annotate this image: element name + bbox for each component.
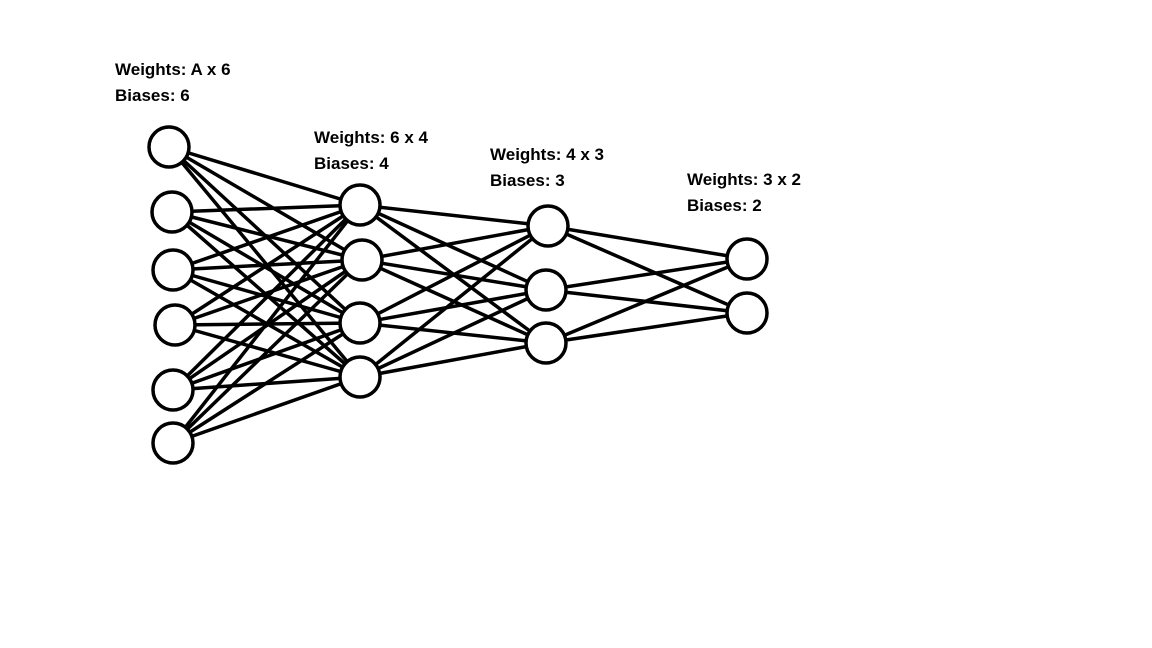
connections [167, 145, 749, 445]
neuron-layer-4-node-2 [725, 291, 769, 335]
connection-2-1-to-3-1 [358, 203, 550, 228]
connection-2-1-to-3-2 [358, 203, 548, 292]
connection-1-3-to-2-1 [171, 203, 362, 272]
connection-1-4-to-2-2 [173, 258, 364, 327]
layer-2-biases: Biases: 4 [314, 154, 389, 173]
layer-3-biases: Biases: 3 [490, 171, 565, 190]
connection-2-4-to-3-2 [358, 288, 548, 379]
layer-3-weights: Weights: 4 x 3 [490, 145, 604, 164]
connection-1-5-to-2-1 [171, 203, 362, 392]
connection-1-5-to-2-3 [171, 321, 362, 392]
neuron-layer-1-node-4 [153, 303, 197, 347]
neuron-layer-1-node-2 [150, 190, 194, 234]
connection-2-4-to-3-1 [358, 224, 550, 379]
connection-3-2-to-4-1 [544, 257, 749, 292]
neuron-layer-3-node-1 [526, 204, 570, 248]
neuron-layer-2-node-4 [338, 355, 382, 399]
connection-1-6-to-2-4 [171, 375, 362, 445]
connection-2-3-to-3-1 [358, 224, 550, 325]
connection-2-3-to-3-2 [358, 288, 548, 325]
neuron-layer-4-node-1 [725, 237, 769, 281]
layer-2-label: Weights: 6 x 4 Biases: 4 [314, 125, 428, 177]
connection-1-4-to-2-1 [173, 203, 362, 327]
connection-3-3-to-4-1 [544, 257, 749, 345]
layer-4-weights: Weights: 3 x 2 [687, 170, 801, 189]
neurons [147, 125, 769, 465]
neuron-layer-2-node-3 [338, 301, 382, 345]
connection-2-2-to-3-1 [360, 224, 550, 262]
connection-2-4-to-3-3 [358, 341, 548, 379]
layer-1-weights: Weights: A x 6 [115, 60, 231, 79]
connection-1-6-to-2-3 [171, 321, 362, 445]
layer-3-label: Weights: 4 x 3 Biases: 3 [490, 142, 604, 194]
connection-1-6-to-2-2 [171, 258, 364, 445]
layer-1-label: Weights: A x 6 Biases: 6 [115, 57, 231, 109]
layer-2-weights: Weights: 6 x 4 [314, 128, 428, 147]
neuron-layer-1-node-3 [151, 248, 195, 292]
layer-4-biases: Biases: 2 [687, 196, 762, 215]
neuron-layer-2-node-1 [338, 183, 382, 227]
connection-3-3-to-4-2 [544, 311, 749, 345]
layer-4-label: Weights: 3 x 2 Biases: 2 [687, 167, 801, 219]
neuron-layer-1-node-5 [151, 368, 195, 412]
connection-1-1-to-2-1 [167, 145, 362, 207]
neuron-layer-2-node-2 [340, 238, 384, 282]
connection-1-2-to-2-1 [170, 203, 362, 214]
neuron-layer-1-node-1 [147, 125, 191, 169]
connection-3-1-to-4-1 [546, 224, 749, 261]
connection-3-1-to-4-2 [546, 224, 749, 315]
connection-1-6-to-2-1 [171, 203, 362, 445]
neuron-layer-3-node-2 [524, 268, 568, 312]
connection-1-1-to-2-4 [167, 145, 362, 379]
neuron-layer-3-node-3 [524, 321, 568, 365]
layer-1-biases: Biases: 6 [115, 86, 190, 105]
neuron-layer-1-node-6 [151, 421, 195, 465]
